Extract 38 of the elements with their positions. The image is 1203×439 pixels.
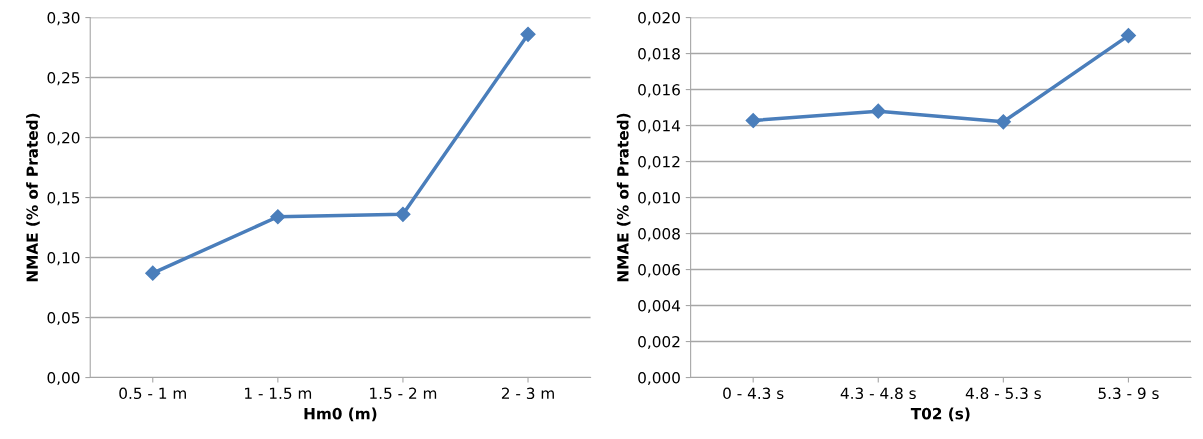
point [1120, 27, 1136, 44]
y-tick-label: 0,018 [638, 48, 680, 62]
y-tick-label: 0,30 [47, 12, 80, 26]
y-tick-label: 0,25 [47, 72, 80, 86]
point [745, 112, 761, 129]
y-tick-label: 0,014 [638, 120, 681, 134]
x-axis-title: T02 (s) [910, 407, 970, 422]
point [995, 114, 1011, 130]
point [395, 206, 411, 222]
y-tick-label: 0,10 [47, 252, 80, 266]
x-tick-label: 5.3 - 9 s [1098, 387, 1159, 400]
x-tick-label: 1.5 - 2 m [370, 387, 437, 400]
point [145, 265, 161, 281]
point [520, 26, 536, 42]
y-tick-label: 0,20 [47, 132, 80, 146]
x-tick-label: 4.3 - 4.8 s [840, 387, 916, 400]
y-tick-label: 0,010 [638, 192, 680, 206]
y-tick-label: 0,000 [638, 372, 680, 386]
x-axis-title: Hm0 (m) [304, 407, 377, 422]
x-tick-label: 2 - 3 m [501, 387, 554, 400]
y-tick-label: 0,00 [47, 372, 80, 386]
point [870, 103, 886, 119]
x-tick-label: 0 - 4.3 s [723, 387, 784, 400]
y-tick-label: 0,012 [638, 156, 680, 170]
y-axis-title: NMAE (% of Prated) [616, 113, 631, 282]
y-tick-label: 0,016 [638, 84, 680, 98]
x-tick-label: 4.8 - 5.3 s [965, 387, 1041, 400]
y-tick-label: 0,020 [638, 12, 680, 26]
y-tick-label: 0,004 [638, 300, 681, 314]
x-tick-label: 1 - 1.5 m [245, 387, 312, 400]
y-tick-label: 0,008 [638, 228, 680, 242]
y-tick-label: 0,006 [638, 264, 680, 278]
point [270, 209, 286, 225]
y-tick-label: 0,15 [47, 192, 80, 206]
x-tick-label: 0.5 - 1 m [119, 387, 186, 400]
y-tick-label: 0,002 [638, 336, 680, 350]
y-tick-label: 0,05 [47, 312, 80, 326]
y-axis-title: NMAE (% of Prated) [26, 113, 40, 282]
